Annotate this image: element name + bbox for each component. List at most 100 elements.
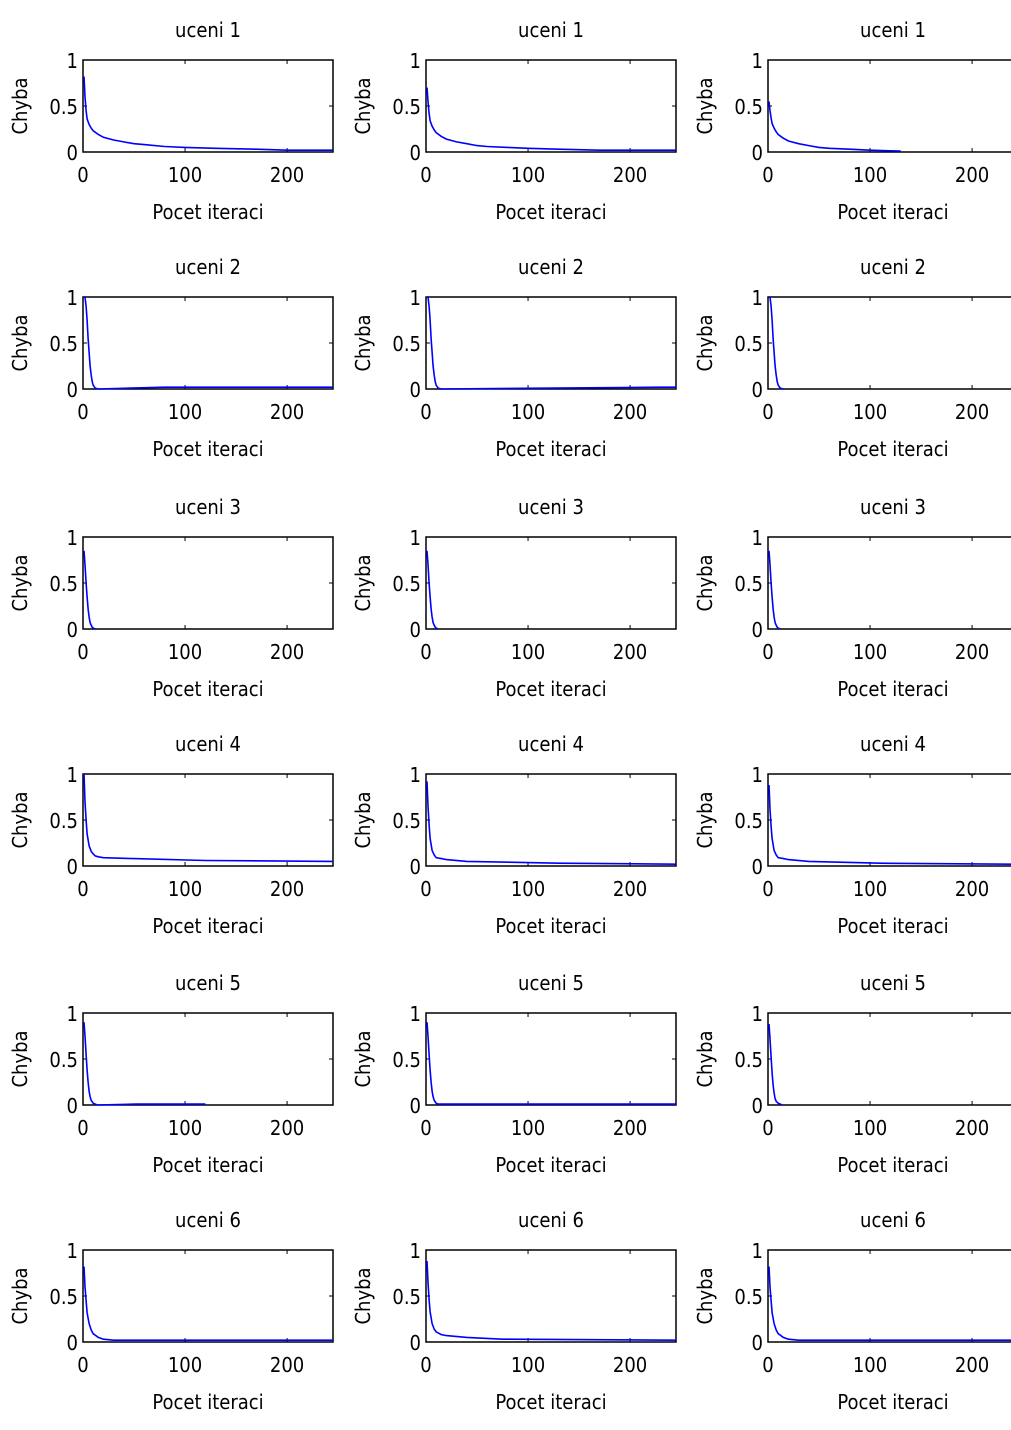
subplot-title: uceni 1 <box>860 18 926 42</box>
x-tick-label: 200 <box>613 1116 647 1140</box>
series-line <box>84 296 333 390</box>
y-axis-label: Chyba <box>351 1030 375 1087</box>
y-tick-label: 1 <box>752 1239 763 1263</box>
x-tick-label: 0 <box>420 1353 431 1377</box>
axes-box <box>82 1012 334 1106</box>
y-tick-label: 0.5 <box>734 1048 763 1072</box>
axes-box <box>767 773 1011 867</box>
series-line <box>768 1023 783 1106</box>
x-axis-label: Pocet iteraci <box>495 437 606 461</box>
x-tick-label: 0 <box>420 1116 431 1140</box>
y-axis-label: Chyba <box>8 791 32 848</box>
x-axis-label: Pocet iteraci <box>837 1390 948 1414</box>
series-line <box>426 87 676 151</box>
x-axis-label: Pocet iteraci <box>152 1390 263 1414</box>
x-tick-label: 0 <box>762 1116 773 1140</box>
y-axis-label: Chyba <box>693 1267 717 1324</box>
subplot-title: uceni 2 <box>175 255 241 279</box>
subplot-title: uceni 5 <box>175 971 241 995</box>
series-line <box>426 550 439 630</box>
subplot: uceni 3 0 100 200 0 0.5 1 Pocet iteraci Chyba <box>8 495 334 701</box>
subplot: uceni 6 0 100 200 0 0.5 1 Pocet iteraci Chyba <box>351 1208 677 1414</box>
y-axis-label: Chyba <box>351 314 375 371</box>
y-tick-label: 0 <box>410 1094 421 1118</box>
series-line <box>768 101 901 152</box>
y-tick-label: 0 <box>410 141 421 165</box>
x-axis-label: Pocet iteraci <box>152 200 263 224</box>
x-tick-label: 0 <box>420 163 431 187</box>
axes-box <box>425 1249 677 1343</box>
subplot-title: uceni 3 <box>175 495 241 519</box>
x-tick-label: 0 <box>762 877 773 901</box>
x-tick-label: 100 <box>853 163 887 187</box>
y-axis-label: Chyba <box>693 791 717 848</box>
x-tick-label: 100 <box>168 640 202 664</box>
y-axis-label: Chyba <box>693 554 717 611</box>
y-tick-label: 1 <box>410 1239 421 1263</box>
y-tick-label: 1 <box>67 526 78 550</box>
y-tick-label: 0.5 <box>49 1285 78 1309</box>
subplot-title: uceni 2 <box>860 255 926 279</box>
x-tick-label: 100 <box>511 400 545 424</box>
y-tick-label: 0 <box>410 618 421 642</box>
x-axis-label: Pocet iteraci <box>152 914 263 938</box>
x-tick-label: 100 <box>853 1116 887 1140</box>
y-tick-label: 0 <box>67 855 78 879</box>
axes-box <box>82 296 334 390</box>
y-tick-label: 0 <box>410 855 421 879</box>
subplot-title: uceni 4 <box>518 732 584 756</box>
subplot: uceni 2 0 100 200 0 0.5 1 Pocet iteraci Chyba <box>8 255 334 461</box>
x-axis-label: Pocet iteraci <box>495 1153 606 1177</box>
x-tick-label: 0 <box>77 1116 88 1140</box>
x-axis-label: Pocet iteraci <box>495 914 606 938</box>
subplot-title: uceni 1 <box>518 18 584 42</box>
subplot: uceni 6 0 100 200 0 0.5 1 Pocet iteraci Chyba <box>8 1208 334 1414</box>
y-tick-label: 1 <box>67 286 78 310</box>
y-tick-label: 1 <box>67 1239 78 1263</box>
x-tick-label: 100 <box>853 400 887 424</box>
x-tick-label: 200 <box>613 640 647 664</box>
y-tick-label: 0.5 <box>49 1048 78 1072</box>
axes-box <box>82 773 334 867</box>
x-axis-label: Pocet iteraci <box>495 677 606 701</box>
axes-box <box>767 1012 1011 1106</box>
x-tick-label: 100 <box>168 1116 202 1140</box>
subplot: uceni 5 0 100 200 0 0.5 1 Pocet iteraci Chyba <box>693 971 1011 1177</box>
subplot-title: uceni 1 <box>175 18 241 42</box>
y-tick-label: 0 <box>410 1331 421 1355</box>
series-line <box>83 76 333 151</box>
y-tick-label: 0.5 <box>49 572 78 596</box>
y-tick-label: 0.5 <box>392 572 421 596</box>
x-tick-label: 200 <box>955 400 989 424</box>
x-tick-label: 200 <box>270 877 304 901</box>
axes-box <box>767 536 1011 630</box>
y-tick-label: 1 <box>410 526 421 550</box>
x-tick-label: 200 <box>613 163 647 187</box>
y-tick-label: 0.5 <box>49 332 78 356</box>
y-axis-label: Chyba <box>8 554 32 611</box>
x-axis-label: Pocet iteraci <box>837 677 948 701</box>
series-line <box>768 550 781 630</box>
series-line <box>83 1022 206 1106</box>
subplot-title: uceni 5 <box>518 971 584 995</box>
axes-box <box>82 59 334 153</box>
axes-box <box>82 1249 334 1343</box>
x-tick-label: 200 <box>613 877 647 901</box>
y-tick-label: 0.5 <box>734 332 763 356</box>
x-axis-label: Pocet iteraci <box>152 677 263 701</box>
x-axis-label: Pocet iteraci <box>837 200 948 224</box>
y-tick-label: 0.5 <box>49 95 78 119</box>
subplot-title: uceni 6 <box>860 1208 926 1232</box>
x-tick-label: 100 <box>168 400 202 424</box>
subplot: uceni 2 0 100 200 0 0.5 1 Pocet iteraci Chyba <box>693 255 1011 461</box>
x-tick-label: 0 <box>420 400 431 424</box>
y-tick-label: 1 <box>67 763 78 787</box>
subplot-title: uceni 3 <box>518 495 584 519</box>
subplot: uceni 3 0 100 200 0 0.5 1 Pocet iteraci Chyba <box>351 495 677 701</box>
axes-box <box>425 536 677 630</box>
y-tick-label: 0.5 <box>392 95 421 119</box>
axes-box <box>425 296 677 390</box>
axes-box <box>425 773 677 867</box>
y-axis-label: Chyba <box>351 554 375 611</box>
series-line <box>83 773 334 863</box>
